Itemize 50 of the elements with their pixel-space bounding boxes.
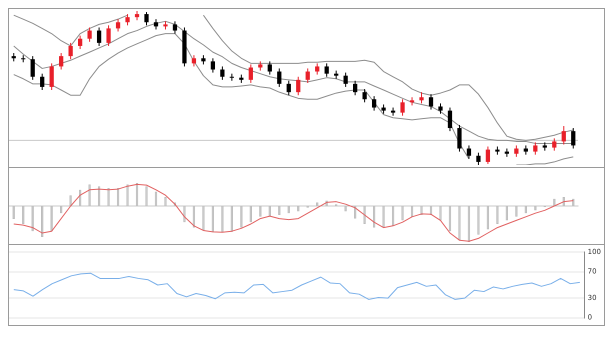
candlestick — [286, 80, 291, 96]
candlestick — [448, 107, 452, 132]
candlestick — [296, 76, 300, 96]
candlestick — [144, 12, 149, 26]
candlestick — [514, 144, 518, 158]
candlestick — [562, 126, 566, 146]
candlestick — [30, 56, 35, 80]
candlestick — [106, 24, 111, 46]
candlestick — [344, 72, 348, 88]
candlestick — [428, 94, 434, 110]
candlestick — [220, 66, 225, 80]
candlestick — [248, 64, 253, 84]
candlestick — [315, 62, 320, 76]
candlestick — [154, 18, 158, 30]
candlestick — [362, 88, 367, 103]
candlestick — [258, 60, 262, 72]
candlestick — [400, 98, 405, 116]
candlestick — [230, 73, 234, 82]
candlestick — [68, 42, 73, 60]
candlestick — [466, 144, 472, 160]
candlestick — [457, 124, 462, 152]
candlestick — [486, 146, 490, 164]
candlestick — [533, 142, 538, 156]
candlestick — [268, 60, 272, 76]
candlestick — [172, 20, 178, 34]
candlestick — [381, 104, 386, 114]
candlestick — [277, 68, 282, 88]
candlestick — [210, 58, 216, 74]
candlestick — [419, 92, 424, 104]
candlestick — [524, 144, 528, 156]
candlestick — [476, 152, 481, 166]
candlestick — [87, 26, 92, 42]
candlestick — [438, 102, 443, 114]
candlestick — [116, 18, 120, 32]
candlestick — [59, 52, 64, 70]
candlestick — [571, 128, 576, 150]
candlestick — [306, 68, 310, 84]
candlestick — [125, 14, 130, 26]
candlestick — [21, 54, 26, 63]
candlestick — [324, 62, 329, 78]
candlestick — [372, 96, 376, 112]
candlestick — [50, 62, 54, 90]
candlestick — [40, 73, 44, 90]
candlestick — [78, 35, 82, 50]
candlestick — [192, 54, 196, 67]
candlestick — [96, 26, 102, 46]
candlestick — [353, 80, 358, 96]
candlestick — [201, 54, 206, 65]
candlestick — [552, 138, 556, 152]
candlestick — [134, 10, 140, 21]
